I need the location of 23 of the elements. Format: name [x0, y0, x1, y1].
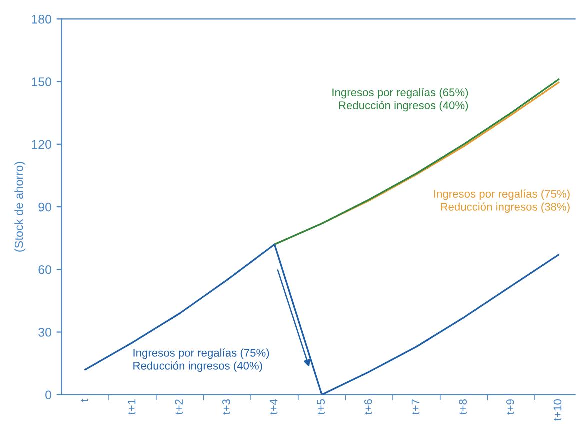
series-label: Ingresos por regalías (75%) Reducción ingresos (38%)	[434, 190, 570, 214]
x-tick-label: t+5	[317, 400, 326, 415]
y-tick-label: 0	[46, 390, 52, 400]
y-tick-label: 150	[32, 78, 52, 86]
y-tick-label: 30	[38, 328, 52, 337]
x-tick-label: t+2	[175, 400, 184, 415]
y-tick-label: 90	[38, 202, 52, 212]
x-tick-label: t+9	[506, 400, 514, 415]
x-tick-label: t+3	[222, 400, 230, 415]
x-tick-label: t+4	[270, 399, 278, 415]
line-series	[84, 244, 560, 395]
y-tick-label: 120	[32, 140, 52, 150]
y-tick-label: 180	[32, 14, 52, 24]
y-tick-label: 60	[38, 265, 52, 274]
x-tick-label: t+10	[554, 400, 562, 421]
x-tick-label: t	[81, 399, 88, 402]
text: Ingresos por regalías (65%) Reducción ingresos (40%)	[332, 88, 468, 112]
y-axis-title: (Stock de ahorro)	[14, 162, 26, 252]
x-tick-label: t+6	[364, 400, 372, 415]
x-tick-label: t+1	[128, 400, 136, 415]
x-tick-label: t+8	[459, 400, 468, 415]
series-label: Ingresos por regalías (75%) Reducción ingresos (40%)	[134, 348, 270, 372]
x-tick-label: t+7	[412, 400, 420, 415]
